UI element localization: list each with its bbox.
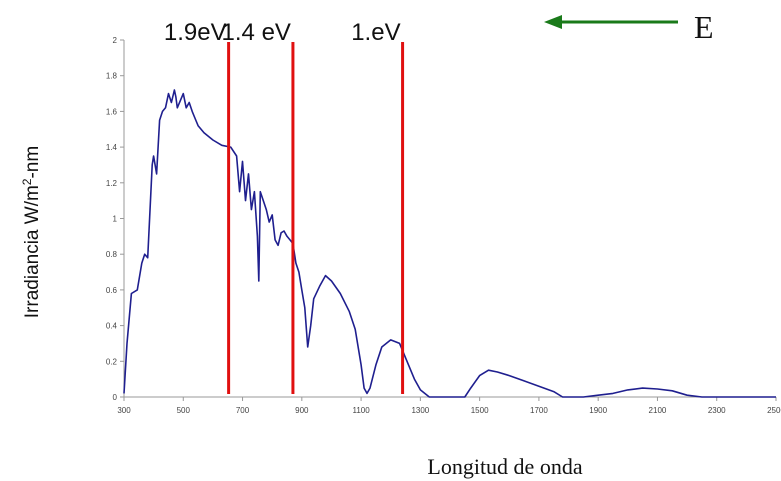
- y-tick-label: 0.4: [106, 322, 118, 331]
- x-tick-label: 1300: [411, 406, 429, 415]
- x-tick-label: 500: [177, 406, 191, 415]
- y-tick-label: 2: [113, 36, 118, 45]
- y-tick-label: 0.6: [106, 286, 118, 295]
- energy-arrow-head: [544, 15, 562, 29]
- x-tick-label: 1900: [589, 406, 607, 415]
- energy-marker-label: 1.9eV: [164, 19, 227, 46]
- y-tick-label: 1.4: [106, 143, 118, 152]
- y-tick-label: 1.2: [106, 179, 118, 188]
- x-tick-label: 2100: [649, 406, 667, 415]
- x-tick-label: 1500: [471, 406, 489, 415]
- x-axis-label: Longitud de onda: [427, 454, 582, 479]
- energy-label: E: [694, 9, 714, 45]
- axes: [123, 40, 776, 398]
- x-tick-label: 700: [236, 406, 250, 415]
- energy-arrow: [544, 15, 678, 29]
- x-tick-label: 1700: [530, 406, 548, 415]
- y-tick-label: 1: [113, 215, 118, 224]
- y-axis-ticks: 0 0.2 0.4 0.6 0.8 1 1.2 1.4 1.6 1.8 2: [106, 36, 124, 402]
- y-tick-label: 0: [113, 393, 118, 402]
- x-tick-label: 900: [295, 406, 309, 415]
- y-axis-label: Irradiancia W/m2-nm: [20, 146, 43, 318]
- y-tick-label: 0.8: [106, 250, 118, 259]
- x-tick-label: 1100: [352, 406, 370, 415]
- irradiance-series-line: [123, 89, 776, 398]
- x-tick-label: 2500: [767, 406, 781, 415]
- x-tick-label: 2300: [708, 406, 726, 415]
- energy-marker-label: 1.eV: [351, 19, 400, 46]
- x-axis-ticks: 300 500 700 900 1100 1300 1500 1700 1900 2100 2300…: [117, 397, 781, 415]
- y-tick-label: 1.6: [106, 107, 118, 116]
- energy-marker-label: 1.4 eV: [222, 19, 291, 46]
- y-tick-label: 1.8: [106, 72, 118, 81]
- energy-markers: [227, 42, 405, 394]
- y-tick-label: 0.2: [106, 357, 118, 366]
- x-tick-label: 300: [117, 406, 131, 415]
